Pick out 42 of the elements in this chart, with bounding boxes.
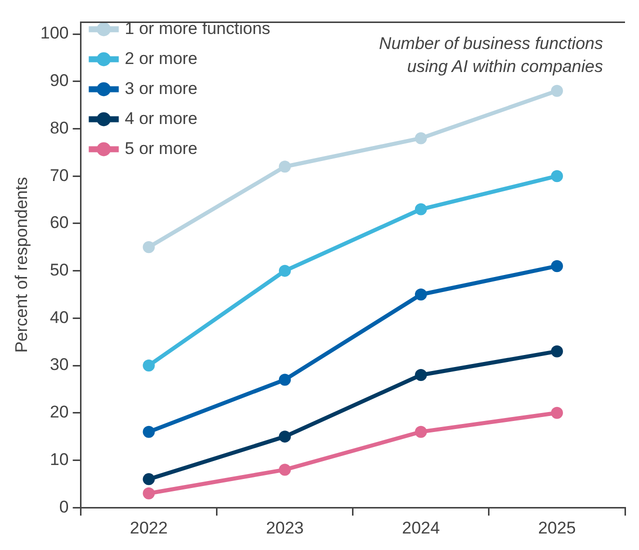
legend-label: 5 or more [124,138,198,158]
y-tick-label: 40 [50,308,69,327]
point [550,406,563,419]
point [414,203,427,216]
x-tick-label: 2024 [402,518,440,538]
legend-label: 3 or more [124,78,198,98]
x-tick-label: 2022 [130,518,168,538]
point [414,426,427,438]
y-tick-label: 100 [40,24,69,43]
point [142,241,155,254]
y-tick-label: 20 [50,402,69,422]
legend-label: 2 or more [124,48,198,68]
y-tick-label: 30 [50,355,69,374]
point [278,160,291,173]
y-tick-label: 60 [50,213,69,232]
point [142,473,155,486]
x-tick-label: 2023 [266,518,304,538]
point [278,464,291,476]
point [550,84,563,97]
point [550,345,563,358]
point [414,288,427,300]
y-tick-label: 10 [50,450,69,469]
point [278,264,291,277]
point [550,260,563,272]
legend-label: 4 or more [124,108,198,128]
x-tick-label: 2025 [538,518,576,538]
annotation: Number of business functions using AI within companies [379,34,604,76]
legend-label: 1 or more functions [124,18,270,38]
point [550,170,563,182]
point [278,430,291,443]
point [142,426,155,438]
y-tick-label: 50 [50,260,69,280]
y-tick-label: 80 [50,118,69,138]
y-axis-title: Percent of respondents [12,177,31,353]
y-tick-label: 0 [59,497,69,516]
point [414,369,427,382]
y-tick-label: 90 [50,71,69,90]
point [142,487,155,500]
point [142,360,155,372]
y-tick-label: 70 [50,166,69,185]
point [278,374,291,386]
point [414,132,427,144]
